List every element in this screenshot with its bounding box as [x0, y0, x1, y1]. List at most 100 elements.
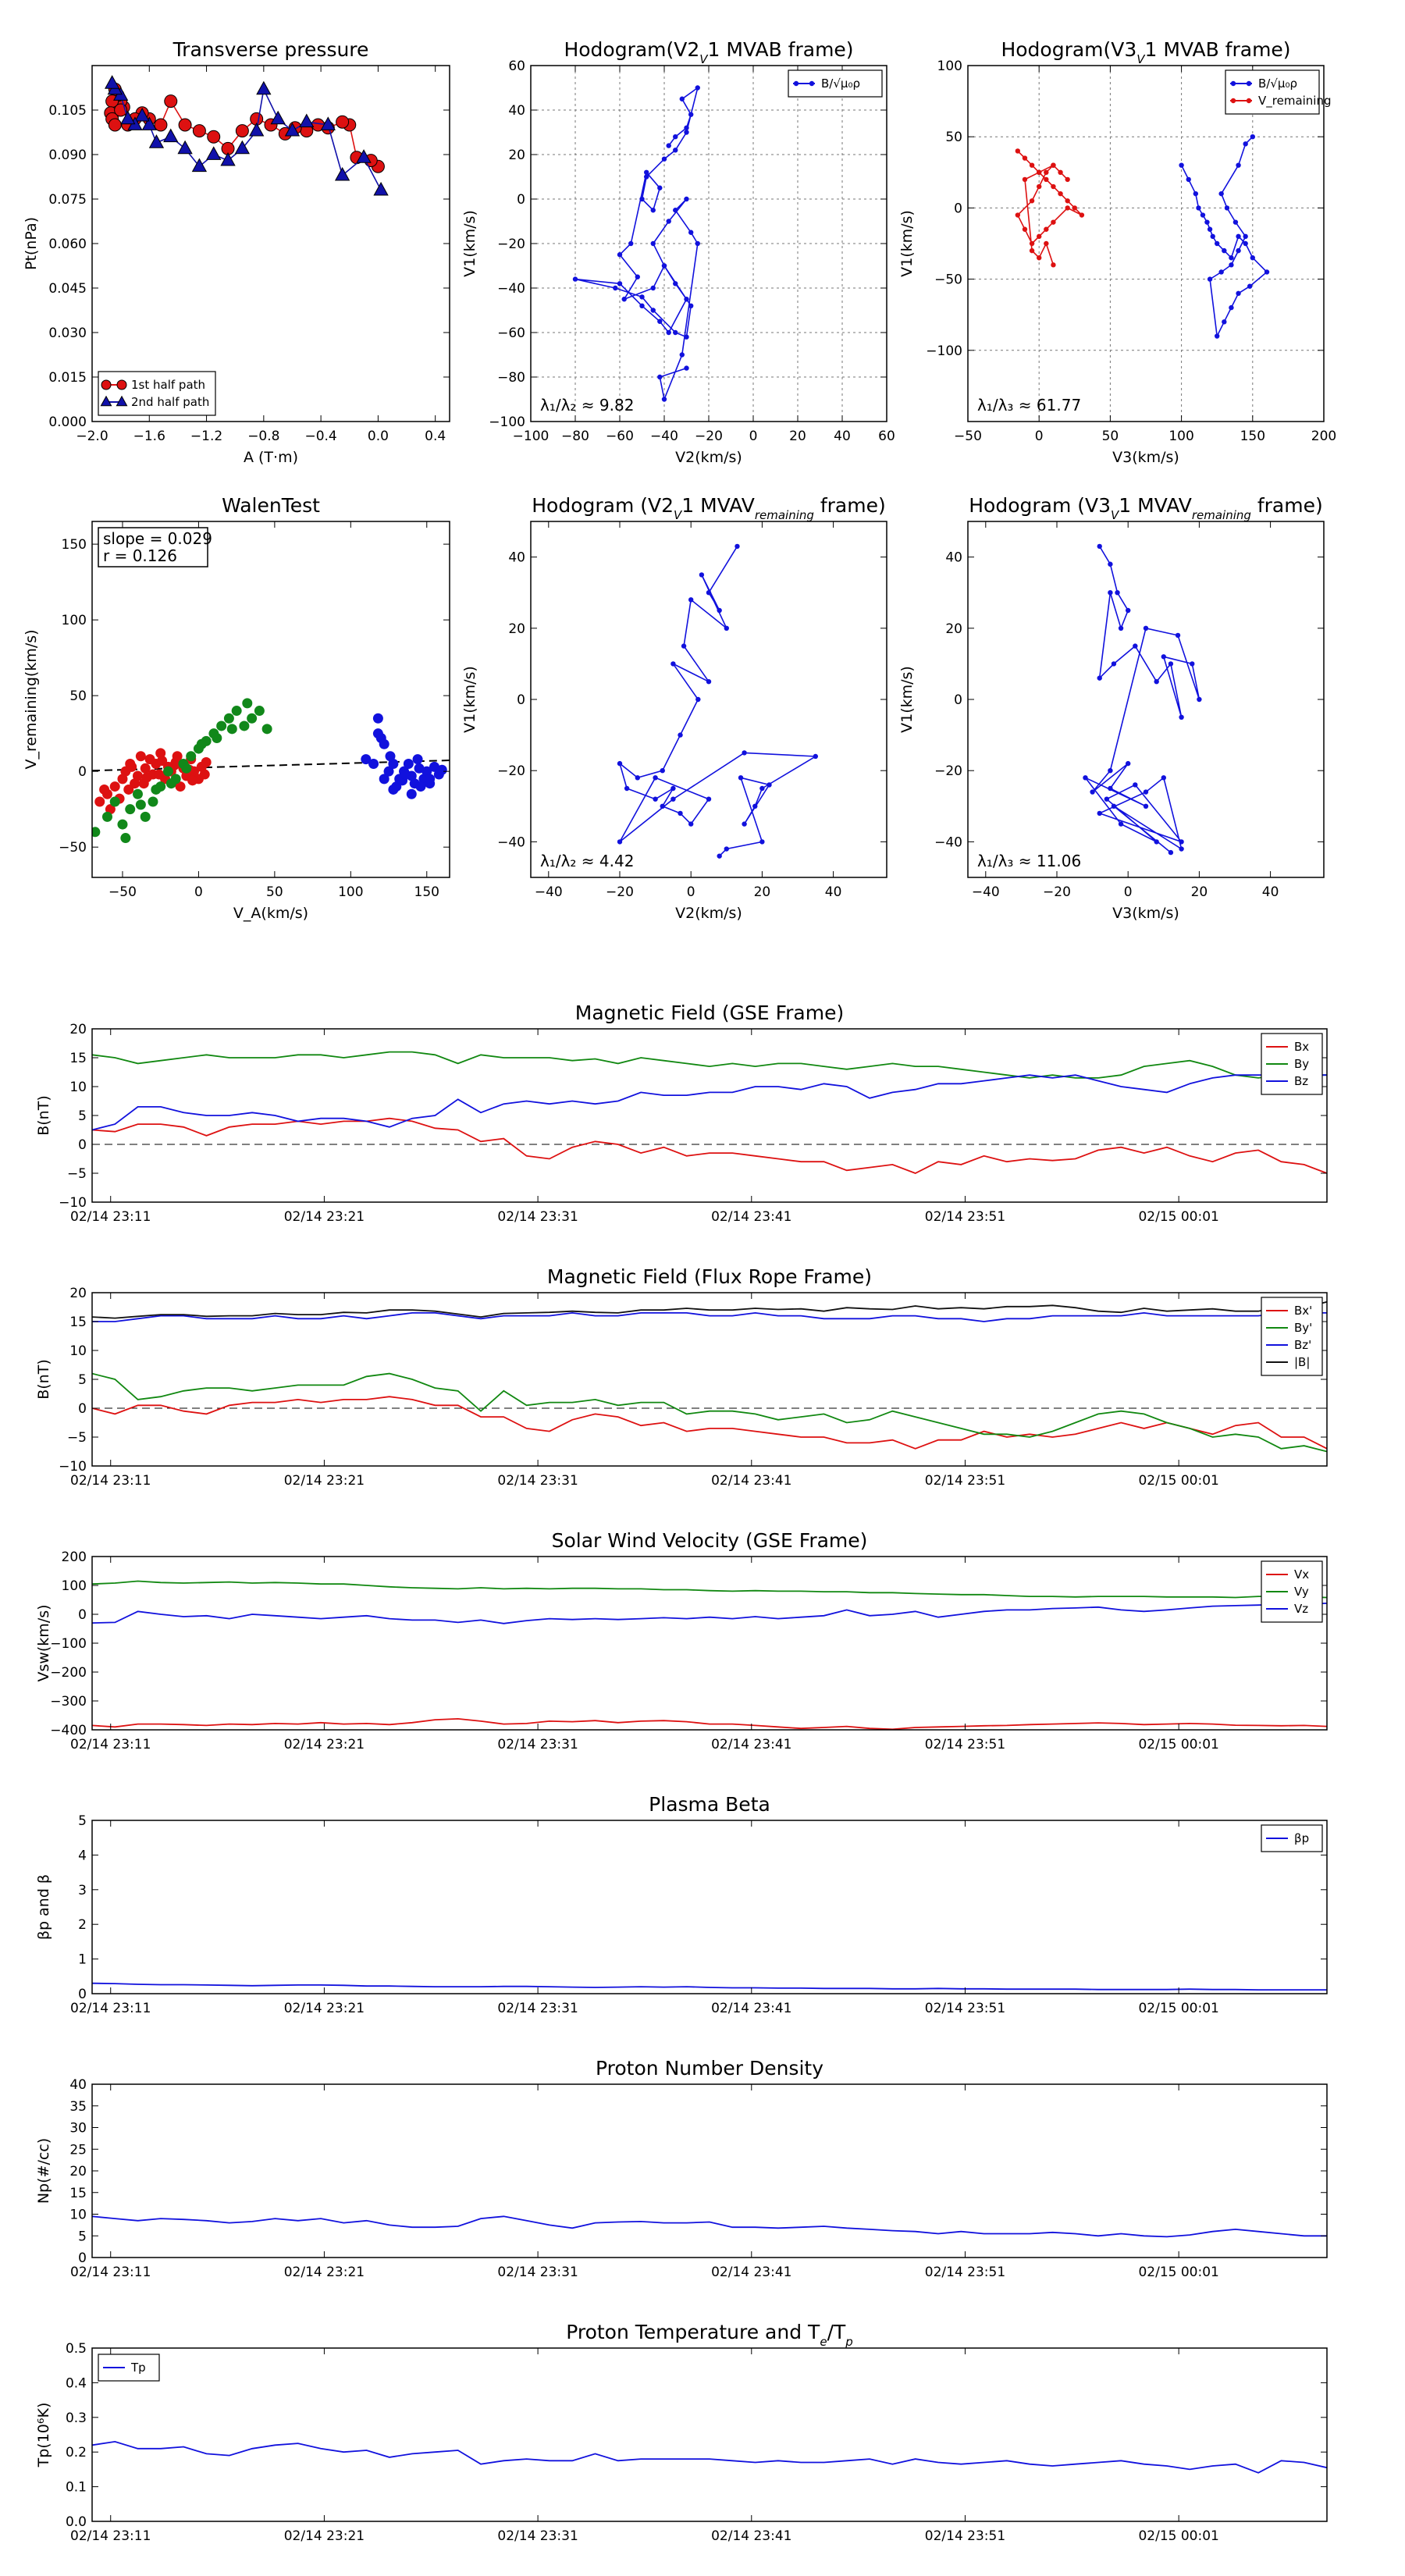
hodogram-v3-v1-mvav-series-0-point-29 — [1143, 789, 1149, 795]
hodogram-v2-v1-mvab-legend-marker-a-0 — [793, 80, 799, 87]
hodogram-v3-v1-mvav-series-0-point-9 — [1154, 679, 1159, 685]
transverse-pressure-series-1-point-19 — [120, 110, 136, 125]
hodogram-v3-v1-mvab-legend-marker-a-0 — [1230, 80, 1236, 87]
proton-temperature-xtick-label-3: 02/14 23:41 — [711, 2528, 791, 2544]
hodogram-v2-v1-mvav-series-0-point-12 — [635, 775, 640, 781]
hodogram-v3-v1-mvab-xtick-label-3: 100 — [1168, 429, 1193, 444]
magnetic-field-gse-ytick-label-1: −5 — [67, 1166, 87, 1182]
hodogram-v3-v1-mvab-legend-label-0: B/√μ₀ρ — [1258, 76, 1297, 91]
walen-test-series-0-point-25 — [201, 757, 212, 768]
hodogram-v3-v1-mvab-ytick-label-4: 100 — [937, 59, 962, 74]
hodogram-v2-v1-mvav-series-0-point-13 — [617, 760, 623, 767]
hodogram-v2-v1-mvav-series-0-point-16 — [670, 785, 676, 792]
hodogram-v2-v1-mvab-series-0-point-8 — [661, 156, 667, 162]
magnetic-field-gse-xtick-label-1: 02/14 23:21 — [284, 1209, 365, 1225]
walen-test-series-1-point-25 — [151, 784, 162, 795]
hodogram-v3-v1-mvav-series-0-point-21 — [1143, 803, 1149, 809]
plasma-beta-xtick-label-3: 02/14 23:41 — [711, 2001, 791, 2016]
hodogram-v2-v1-mvab-series-0-point-21 — [684, 297, 689, 302]
transverse-pressure-series-1-point-6 — [270, 110, 286, 125]
hodogram-v3-v1-mvab-frame — [967, 65, 1325, 422]
walen-test-series-2-point-29 — [412, 754, 423, 765]
walen-test-series-1-point-7 — [148, 796, 158, 807]
transverse-pressure-xtick-label-0: −2.0 — [76, 429, 108, 444]
walen-test-series-1-point-3 — [117, 819, 128, 830]
magnetic-field-gse-ytick-label-4: 10 — [69, 1080, 87, 1095]
hodogram-v2-v1-mvav-series-0-point-18 — [678, 810, 683, 817]
hodogram-v3-v1-mvav-series-0-point-10 — [1168, 661, 1174, 667]
walen-test-series-1-point-1 — [101, 811, 112, 822]
solar-wind-velocity-legend-label-1: Vy — [1294, 1585, 1309, 1599]
solar-wind-velocity-xtick-label-0: 02/14 23:11 — [70, 1737, 151, 1752]
proton-temperature-title: Proton Temperature and Te/Tp — [566, 2321, 853, 2349]
hodogram-v3-v1-mvav-frame — [967, 521, 1325, 878]
hodogram-v2-v1-mvav-series-0-point-0 — [735, 543, 740, 550]
walen-test-xtick-label-3: 100 — [338, 884, 363, 900]
magnetic-field-flux-rope-xtick-label-3: 02/14 23:41 — [711, 1473, 791, 1489]
hodogram-v3-v1-mvab-series-0-point-11 — [1236, 233, 1241, 240]
walen-test-series-2-point-21 — [379, 738, 389, 749]
hodogram-v3-v1-mvab-series-1-point-24 — [1037, 169, 1042, 175]
hodogram-v3-v1-mvab-series-1-point-29 — [1051, 262, 1056, 268]
hodogram-v2-v1-mvav-series-0-point-2 — [717, 607, 722, 614]
proton-number-density-xtick-label-1: 02/14 23:21 — [284, 2265, 365, 2280]
walen-test-series-1-point-19 — [239, 720, 250, 731]
plasma-beta-xtick-label-4: 02/14 23:51 — [925, 2001, 1005, 2016]
magnetic-field-flux-rope-ytick-label-3: 5 — [78, 1372, 87, 1388]
hodogram-v2-v1-mvab-xtick-label-5: 0 — [749, 429, 758, 444]
hodogram-v2-v1-mvab-legend-marker-b-0 — [809, 80, 815, 87]
transverse-pressure-ytick-label-0: 0.000 — [48, 415, 87, 430]
hodogram-v2-v1-mvab-series-0-point-20 — [673, 281, 678, 286]
walen-test-series-0-point-9 — [140, 763, 151, 774]
transverse-pressure-series-1-point-0 — [373, 181, 389, 196]
hodogram-v3-v1-mvav-series-0-point-8 — [1133, 643, 1138, 649]
hodogram-v3-v1-mvab-series-0-point-16 — [1236, 290, 1241, 297]
hodogram-v3-v1-mvav-series-0-point-13 — [1190, 661, 1195, 667]
magnetic-field-flux-rope-legend-label-0: Bx' — [1294, 1304, 1312, 1318]
magnetic-field-flux-rope-ylabel: B(nT) — [35, 1359, 52, 1400]
walen-test-series-2-point-24 — [406, 788, 417, 799]
hodogram-v3-v1-mvav-ylabel: V1(km/s) — [898, 666, 916, 733]
proton-number-density-ytick-label-1: 5 — [78, 2229, 87, 2244]
walen-test-ytick-label-4: 150 — [62, 537, 87, 553]
transverse-pressure-series-0-point-15 — [192, 124, 206, 138]
transverse-pressure-xtick-label-3: −0.8 — [247, 429, 279, 444]
magnetic-field-flux-rope-ytick-label-6: 20 — [69, 1286, 87, 1301]
hodogram-v3-v1-mvab-series-0-point-14 — [1264, 269, 1270, 275]
transverse-pressure-series-0-point-17 — [164, 94, 178, 109]
hodogram-v3-v1-mvab-legend-marker-b-1 — [1246, 98, 1252, 104]
hodogram-v3-v1-mvav-series-0-point-3 — [1126, 607, 1131, 614]
hodogram-v2-v1-mvav-series-0-point-19 — [688, 821, 694, 827]
magnetic-field-flux-rope-ytick-label-1: −5 — [67, 1430, 87, 1446]
magnetic-field-gse-ytick-label-2: 0 — [78, 1137, 87, 1153]
hodogram-v2-v1-mvab-ytick-label-5: 0 — [517, 192, 525, 208]
hodogram-v3-v1-mvab-series-1-point-18 — [1037, 183, 1042, 190]
hodogram-v2-v1-mvab-xtick-label-6: 20 — [789, 429, 806, 444]
panel-hodogram-v3-v1-mvav: −40 −20 0 20 40 −40 −20 0 20 40 Hodogram (V3V1 MVA… — [898, 494, 1325, 922]
hodogram-v2-v1-mvab-series-0-point-23 — [657, 318, 663, 324]
proton-number-density-ytick-label-4: 20 — [69, 2164, 87, 2179]
magnetic-field-flux-rope-series-0-line — [92, 1396, 1327, 1450]
magnetic-field-gse-legend-label-2: Bz — [1294, 1074, 1308, 1088]
proton-temperature-ylabel: Tp(10⁶K) — [35, 2403, 52, 2468]
walen-test-series-1-point-29 — [212, 732, 222, 743]
hodogram-v3-v1-mvab-series-0-point-20 — [1207, 276, 1213, 282]
walen-test-series-2-point-0 — [361, 754, 372, 765]
solar-wind-velocity-ytick-label-4: 0 — [78, 1607, 87, 1623]
magnetic-field-gse-xtick-label-0: 02/14 23:11 — [70, 1209, 151, 1225]
walen-test-data — [92, 698, 450, 844]
proton-temperature-series-0-line — [92, 2440, 1327, 2474]
hodogram-v2-v1-mvab-series-0-point-29 — [650, 308, 656, 313]
hodogram-v2-v1-mvab-data — [572, 85, 700, 402]
magnetic-field-gse-ylabel: B(nT) — [35, 1095, 52, 1136]
hodogram-v3-v1-mvav-series-0-line — [1084, 546, 1200, 853]
walen-test-series-1-point-9 — [162, 766, 173, 777]
magnetic-field-gse-ytick-label-0: −10 — [59, 1195, 87, 1211]
hodogram-v3-v1-mvav-xtick-label-2: 0 — [1124, 884, 1133, 900]
hodogram-v2-v1-mvab-series-0-point-7 — [673, 148, 678, 153]
hodogram-v3-v1-mvav-series-0-point-31 — [1179, 846, 1184, 852]
hodogram-v2-v1-mvab-series-0-point-17 — [621, 297, 627, 302]
walen-test-series-2-point-22 — [388, 784, 399, 795]
hodogram-v3-v1-mvab-series-1-point-11 — [1051, 219, 1056, 225]
hodogram-v2-v1-mvav-series-0-point-1 — [706, 590, 712, 596]
